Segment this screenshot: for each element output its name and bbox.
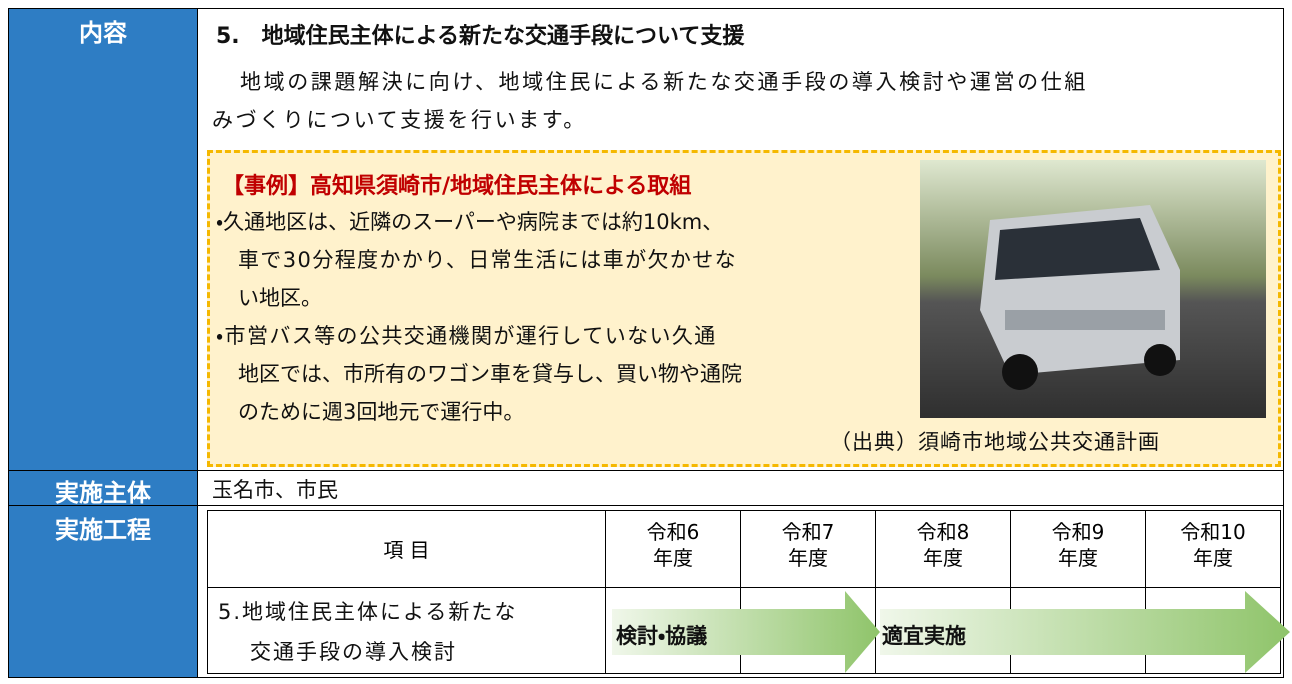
column-header-text: 年度	[1193, 546, 1233, 570]
case-photo	[920, 160, 1266, 418]
paragraph-line: 地域の課題解決に向け、地域住民による新たな交通手段の導入検討や運営の仕組	[240, 70, 1088, 94]
header-cell: 実施主体	[8, 470, 198, 507]
column-header: 令和10 年度	[1145, 510, 1281, 588]
item-line: 交通手段の導入検討	[250, 640, 457, 664]
column-header-text: 項 目	[383, 538, 430, 562]
column-header: 項 目	[207, 510, 606, 588]
phase-arrow	[612, 591, 880, 673]
column-header: 令和7 年度	[740, 510, 876, 588]
header-text: 実施工程	[55, 516, 151, 544]
case-line: 地区では、市所有のワゴン車を貸与し、買い物や通院	[238, 362, 742, 386]
column-header-text: 年度	[1058, 546, 1098, 570]
case-line: 車で30分程度かかり、日常生活には車が欠かせな	[238, 248, 738, 272]
phase-label: 検討・協議	[616, 624, 708, 648]
item-line: 5.地域住民主体による新たな	[218, 600, 518, 624]
column-header-text: 令和7	[781, 520, 835, 544]
header-cell: 内容	[8, 8, 198, 471]
section-title: 5. 地域住民主体による新たな交通手段について支援	[216, 24, 745, 49]
column-header-text: 年度	[788, 546, 828, 570]
arrows	[612, 591, 1290, 673]
header-text: 内容	[79, 19, 127, 47]
column-header: 令和8 年度	[875, 510, 1011, 588]
phase-arrow	[880, 591, 1290, 673]
source-note: （出典）須崎市地域公共交通計画	[830, 430, 1160, 454]
case-line: のために週3回地元で運行中。	[238, 400, 525, 424]
case-line: い地区。	[238, 286, 322, 310]
column-header-text: 令和8	[916, 520, 970, 544]
column-header: 令和6 年度	[605, 510, 741, 588]
implementer-text: 玉名市、市民	[212, 478, 338, 502]
schedule-cell	[197, 505, 1284, 678]
implementer-cell	[197, 470, 1284, 506]
column-header-text: 令和9	[1051, 520, 1105, 544]
column-header-text: 年度	[653, 546, 693, 570]
column-header: 令和9 年度	[1010, 510, 1146, 588]
phase-label: 適宜実施	[882, 624, 966, 648]
column-header-text: 令和10	[1180, 520, 1246, 544]
header-cell: 実施工程	[8, 505, 198, 678]
column-header-text: 令和6	[646, 520, 700, 544]
paragraph-line: みづくりについて支援を行います。	[212, 108, 587, 132]
case-title: 【事例】高知県須崎市/地域住民主体による取組	[222, 174, 692, 199]
case-line: ・久通地区は、近隣のスーパーや病院までは約10km、	[216, 210, 724, 234]
column-header-text: 年度	[923, 546, 963, 570]
case-line: ・市営バス等の公共交通機関が運行していない久通	[216, 324, 717, 348]
header-text: 実施主体	[55, 479, 151, 507]
